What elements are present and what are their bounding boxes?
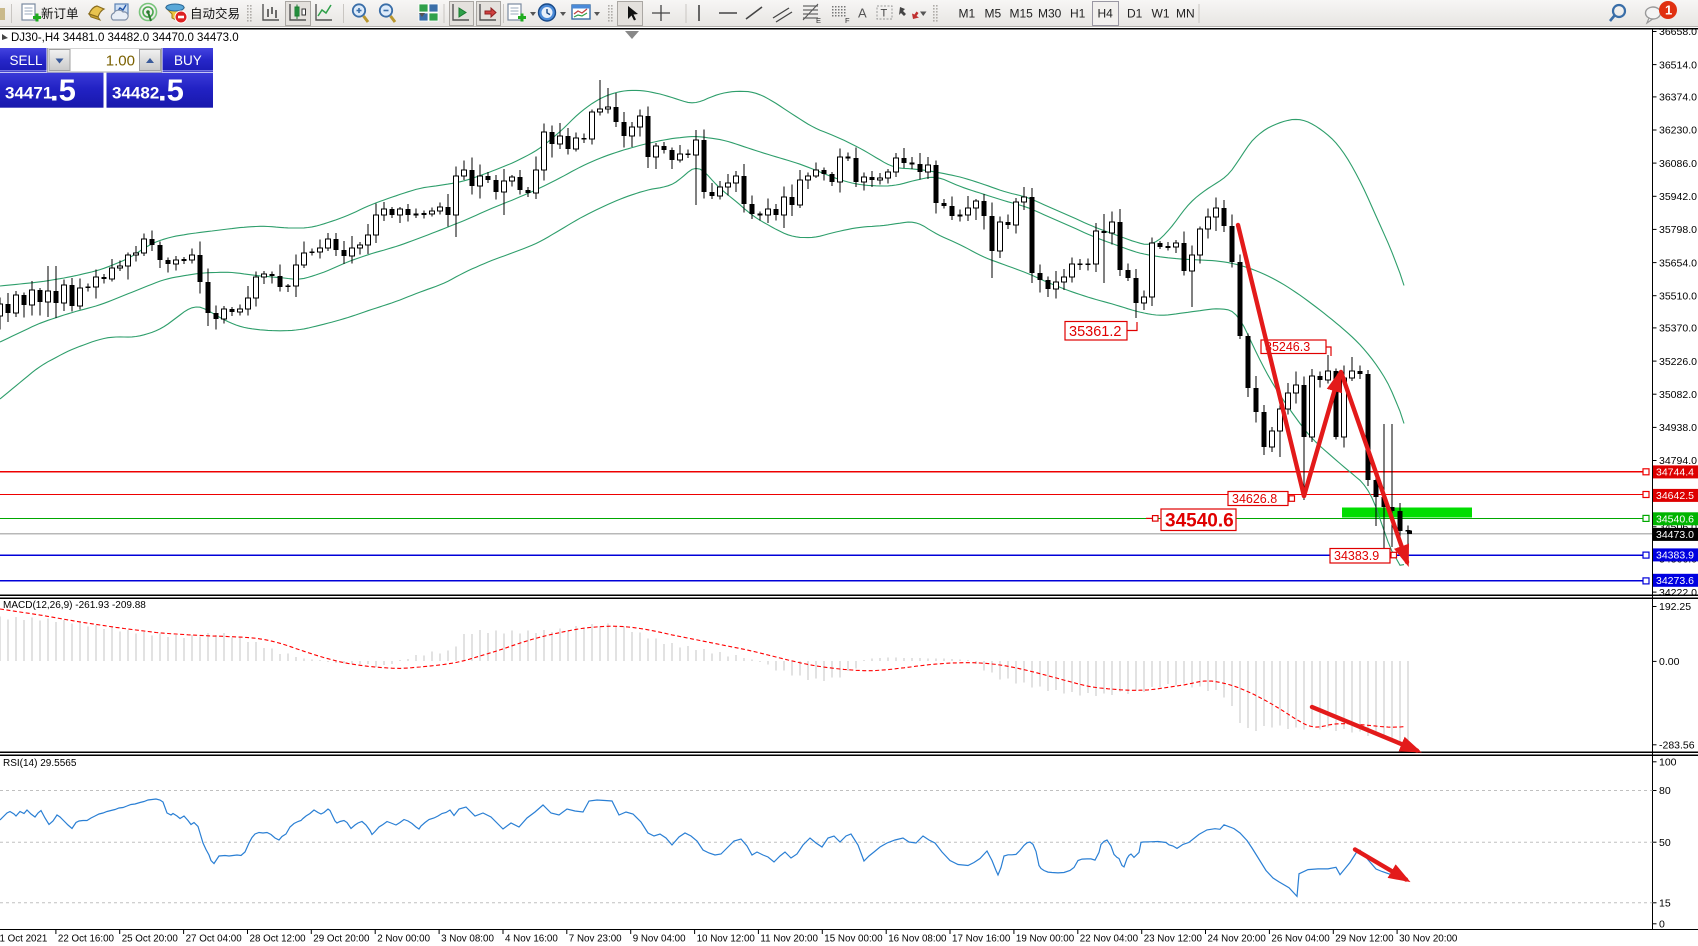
svg-text:-283.56: -283.56 xyxy=(1659,740,1695,752)
svg-text:3 Nov 08:00: 3 Nov 08:00 xyxy=(441,934,494,945)
svg-text:34744.4: 34744.4 xyxy=(1656,467,1694,479)
svg-text:36086.0: 36086.0 xyxy=(1659,158,1697,170)
svg-text:36658.0: 36658.0 xyxy=(1659,28,1697,38)
svg-text:34938.0: 34938.0 xyxy=(1659,422,1697,434)
svg-text:34540.6: 34540.6 xyxy=(1656,514,1694,526)
svg-text:34540.6: 34540.6 xyxy=(1165,511,1234,532)
svg-text:34383.9: 34383.9 xyxy=(1656,550,1694,562)
svg-text:30 Nov 20:00: 30 Nov 20:00 xyxy=(1399,934,1458,945)
svg-text:BUY: BUY xyxy=(174,53,202,68)
svg-text:35246.3: 35246.3 xyxy=(1265,340,1310,354)
svg-text:34471: 34471 xyxy=(5,84,52,103)
svg-text:34626.8: 34626.8 xyxy=(1232,492,1277,506)
svg-text:9 Nov 04:00: 9 Nov 04:00 xyxy=(633,934,686,945)
svg-text:36514.0: 36514.0 xyxy=(1659,59,1697,71)
svg-text:M30: M30 xyxy=(1038,7,1062,21)
svg-text:10 Nov 12:00: 10 Nov 12:00 xyxy=(697,934,756,945)
svg-text:MN: MN xyxy=(1176,7,1195,21)
svg-text:16 Nov 08:00: 16 Nov 08:00 xyxy=(888,934,947,945)
svg-text:192.25: 192.25 xyxy=(1659,601,1691,613)
svg-text:M15: M15 xyxy=(1010,7,1034,21)
svg-text:19 Nov 00:00: 19 Nov 00:00 xyxy=(1016,934,1075,945)
svg-text:35370.0: 35370.0 xyxy=(1659,323,1697,335)
svg-text:15 Nov 00:00: 15 Nov 00:00 xyxy=(824,934,883,945)
svg-text:26 Nov 04:00: 26 Nov 04:00 xyxy=(1271,934,1330,945)
svg-text:2 Nov 00:00: 2 Nov 00:00 xyxy=(377,934,430,945)
svg-text:27 Oct 04:00: 27 Oct 04:00 xyxy=(186,934,243,945)
svg-text:7 Nov 23:00: 7 Nov 23:00 xyxy=(569,934,622,945)
svg-text:23 Nov 12:00: 23 Nov 12:00 xyxy=(1144,934,1203,945)
svg-text:36230.0: 36230.0 xyxy=(1659,125,1697,137)
svg-text:35226.0: 35226.0 xyxy=(1659,356,1697,368)
svg-text:A: A xyxy=(858,6,867,21)
svg-text:35798.0: 35798.0 xyxy=(1659,224,1697,236)
svg-text:MACD(12,26,9) -261.93 -209.88: MACD(12,26,9) -261.93 -209.88 xyxy=(3,600,146,611)
svg-text:RSI(14) 29.5565: RSI(14) 29.5565 xyxy=(3,758,77,769)
svg-text:35361.2: 35361.2 xyxy=(1069,324,1121,340)
svg-text:11 Nov 20:00: 11 Nov 20:00 xyxy=(760,934,818,945)
svg-text:H4: H4 xyxy=(1098,7,1114,21)
svg-text:.5: .5 xyxy=(158,73,184,108)
svg-text:F: F xyxy=(845,16,850,25)
svg-text:35942.0: 35942.0 xyxy=(1659,191,1697,203)
svg-text:29 Oct 20:00: 29 Oct 20:00 xyxy=(313,934,370,945)
svg-text:E: E xyxy=(816,16,821,25)
svg-text:新订单: 新订单 xyxy=(41,6,79,21)
svg-text:34482: 34482 xyxy=(112,84,159,103)
svg-text:35082.0: 35082.0 xyxy=(1659,389,1697,401)
svg-text:M5: M5 xyxy=(985,7,1002,21)
svg-text:35654.0: 35654.0 xyxy=(1659,257,1697,269)
svg-text:15: 15 xyxy=(1659,898,1671,910)
svg-text:34642.5: 34642.5 xyxy=(1656,490,1694,502)
svg-text:H1: H1 xyxy=(1070,7,1086,21)
svg-text:24 Nov 20:00: 24 Nov 20:00 xyxy=(1208,934,1267,945)
svg-text:34222.0: 34222.0 xyxy=(1659,587,1697,599)
svg-text:34383.9: 34383.9 xyxy=(1334,549,1379,563)
svg-text:17 Nov 16:00: 17 Nov 16:00 xyxy=(952,934,1011,945)
svg-text:35510.0: 35510.0 xyxy=(1659,290,1697,302)
svg-text:M1: M1 xyxy=(959,7,976,21)
svg-text:100: 100 xyxy=(1659,757,1677,769)
svg-text:1.00: 1.00 xyxy=(106,53,135,70)
svg-text:22 Nov 04:00: 22 Nov 04:00 xyxy=(1080,934,1139,945)
svg-text:.5: .5 xyxy=(50,73,76,108)
svg-text:80: 80 xyxy=(1659,785,1671,797)
svg-text:36374.0: 36374.0 xyxy=(1659,92,1697,104)
svg-text:W1: W1 xyxy=(1152,7,1170,21)
svg-text:34273.6: 34273.6 xyxy=(1656,575,1694,587)
svg-text:1: 1 xyxy=(1665,3,1672,18)
svg-text:0: 0 xyxy=(1659,919,1665,931)
svg-text:34794.0: 34794.0 xyxy=(1659,455,1697,467)
svg-text:29 Nov 12:00: 29 Nov 12:00 xyxy=(1335,934,1394,945)
svg-text:50: 50 xyxy=(1659,837,1671,849)
svg-text:D1: D1 xyxy=(1127,7,1143,21)
svg-text:4 Nov 16:00: 4 Nov 16:00 xyxy=(505,934,558,945)
svg-text:21 Oct 2021: 21 Oct 2021 xyxy=(0,934,47,945)
svg-text:22 Oct 16:00: 22 Oct 16:00 xyxy=(58,934,115,945)
svg-text:0.00: 0.00 xyxy=(1659,656,1680,668)
svg-text:T: T xyxy=(881,8,888,20)
svg-text:25 Oct 20:00: 25 Oct 20:00 xyxy=(122,934,179,945)
svg-text:28 Oct 12:00: 28 Oct 12:00 xyxy=(250,934,307,945)
svg-text:SELL: SELL xyxy=(10,53,44,68)
svg-text:DJ30-,H4 34481.0 34482.0 3447: DJ30-,H4 34481.0 34482.0 34470.0 34473.0 xyxy=(11,32,239,44)
svg-text:34473.0: 34473.0 xyxy=(1656,529,1694,541)
svg-text:自动交易: 自动交易 xyxy=(190,6,240,21)
